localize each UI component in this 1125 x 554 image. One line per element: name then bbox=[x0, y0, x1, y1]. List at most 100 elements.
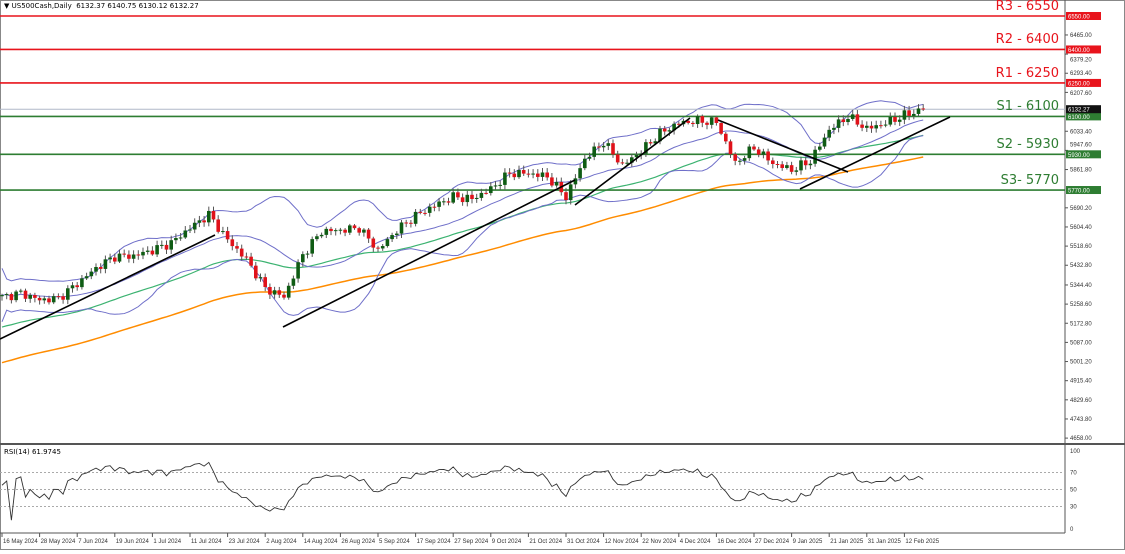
candle-bearish[interactable] bbox=[700, 116, 705, 123]
candle-bearish[interactable] bbox=[366, 229, 371, 239]
candle-bearish[interactable] bbox=[376, 247, 380, 249]
candle-bullish[interactable] bbox=[183, 230, 188, 238]
candle-bearish[interactable] bbox=[752, 146, 756, 150]
candle-bullish[interactable] bbox=[66, 288, 70, 300]
candle-bullish[interactable] bbox=[301, 254, 305, 263]
candle-bullish[interactable] bbox=[310, 239, 314, 254]
candle-bullish[interactable] bbox=[94, 266, 98, 272]
candle-bearish[interactable] bbox=[484, 192, 488, 194]
candle-bullish[interactable] bbox=[333, 230, 338, 232]
candle-bearish[interactable] bbox=[230, 239, 235, 247]
candle-bearish[interactable] bbox=[23, 290, 28, 299]
candle-bearish[interactable] bbox=[136, 254, 141, 256]
candle-bullish[interactable] bbox=[785, 165, 789, 168]
candle-bearish[interactable] bbox=[432, 206, 437, 208]
candle-bullish[interactable] bbox=[630, 157, 634, 163]
candle-bullish[interactable] bbox=[319, 234, 324, 237]
candle-bullish[interactable] bbox=[601, 145, 606, 148]
candle-bearish[interactable] bbox=[418, 211, 423, 213]
candle-bullish[interactable] bbox=[489, 186, 493, 194]
candle-bullish[interactable] bbox=[874, 125, 878, 129]
candle-bullish[interactable] bbox=[625, 162, 629, 164]
candle-bearish[interactable] bbox=[611, 143, 615, 155]
candle-bullish[interactable] bbox=[19, 290, 23, 292]
candle-bearish[interactable] bbox=[98, 266, 103, 269]
candle-bullish[interactable] bbox=[883, 124, 888, 126]
candle-bearish[interactable] bbox=[357, 228, 361, 233]
candle-bullish[interactable] bbox=[451, 192, 455, 203]
candle-bearish[interactable] bbox=[225, 231, 230, 240]
candle-bearish[interactable] bbox=[521, 170, 526, 174]
candle-bearish[interactable] bbox=[352, 225, 357, 229]
candle-bearish[interactable] bbox=[691, 122, 695, 125]
candle-bullish[interactable] bbox=[912, 113, 916, 116]
candle-bearish[interactable] bbox=[150, 250, 155, 255]
candle-bearish[interactable] bbox=[460, 197, 465, 203]
candle-bearish[interactable] bbox=[244, 256, 249, 258]
candle-bearish[interactable] bbox=[164, 244, 169, 250]
candle-bullish[interactable] bbox=[827, 129, 831, 138]
candle-bullish[interactable] bbox=[517, 170, 521, 178]
candle-bearish[interactable] bbox=[56, 296, 61, 298]
candle-bullish[interactable] bbox=[395, 233, 399, 236]
candle-bearish[interactable] bbox=[550, 177, 554, 186]
candle-bullish[interactable] bbox=[117, 253, 122, 262]
candle-bearish[interactable] bbox=[733, 154, 737, 161]
candle-bearish[interactable] bbox=[122, 253, 126, 255]
candle-bullish[interactable] bbox=[794, 170, 799, 172]
candle-bearish[interactable] bbox=[714, 117, 719, 123]
candle-bearish[interactable] bbox=[893, 116, 897, 122]
candle-bullish[interactable] bbox=[474, 197, 479, 199]
candle-bearish[interactable] bbox=[263, 277, 267, 288]
candle-bullish[interactable] bbox=[348, 225, 352, 233]
candle-bullish[interactable] bbox=[80, 278, 84, 288]
candle-bullish[interactable] bbox=[836, 119, 841, 128]
candle-bearish[interactable] bbox=[202, 220, 206, 223]
candle-bullish[interactable] bbox=[315, 236, 319, 240]
candle-bearish[interactable] bbox=[705, 122, 709, 125]
candle-bullish[interactable] bbox=[583, 158, 587, 169]
candle-bullish[interactable] bbox=[103, 259, 108, 269]
candle-bullish[interactable] bbox=[578, 168, 582, 179]
candle-bearish[interactable] bbox=[507, 172, 512, 174]
candle-bearish[interactable] bbox=[404, 222, 408, 224]
candle-bearish[interactable] bbox=[9, 294, 14, 301]
candle-bearish[interactable] bbox=[803, 160, 808, 166]
trendline[interactable] bbox=[0, 234, 216, 340]
candle-bullish[interactable] bbox=[221, 231, 225, 233]
candle-bearish[interactable] bbox=[719, 122, 723, 134]
candle-bullish[interactable] bbox=[89, 271, 94, 277]
candle-bullish[interactable] bbox=[437, 201, 441, 207]
candle-bearish[interactable] bbox=[879, 125, 883, 127]
candle-bullish[interactable] bbox=[897, 119, 902, 122]
candle-bullish[interactable] bbox=[51, 296, 56, 303]
candle-bullish[interactable] bbox=[70, 285, 75, 289]
candle-bullish[interactable] bbox=[799, 160, 803, 171]
candle-bearish[interactable] bbox=[254, 265, 258, 279]
candle-bearish[interactable] bbox=[728, 141, 733, 155]
candle-bullish[interactable] bbox=[850, 114, 855, 119]
candle-bullish[interactable] bbox=[207, 210, 211, 223]
candle-bullish[interactable] bbox=[498, 184, 502, 186]
candle-bullish[interactable] bbox=[108, 257, 112, 260]
candle-bullish[interactable] bbox=[390, 235, 394, 240]
candle-bearish[interactable] bbox=[775, 163, 780, 165]
candle-bullish[interactable] bbox=[902, 110, 907, 120]
candle-bullish[interactable] bbox=[667, 130, 672, 132]
trendline[interactable] bbox=[717, 119, 849, 173]
candle-bullish[interactable] bbox=[145, 250, 150, 252]
candle-bearish[interactable] bbox=[113, 257, 117, 262]
trendline[interactable] bbox=[282, 179, 576, 328]
candle-bullish[interactable] bbox=[188, 229, 192, 231]
candle-bearish[interactable] bbox=[855, 114, 860, 125]
candle-bearish[interactable] bbox=[47, 298, 51, 303]
candle-bullish[interactable] bbox=[296, 262, 300, 279]
candle-bearish[interactable] bbox=[724, 133, 728, 142]
candle-bullish[interactable] bbox=[540, 172, 545, 177]
candle-bullish[interactable] bbox=[573, 178, 578, 185]
candle-bullish[interactable] bbox=[695, 116, 700, 125]
candle-bearish[interactable] bbox=[512, 173, 517, 178]
candle-bearish[interactable] bbox=[446, 201, 451, 203]
candle-bearish[interactable] bbox=[869, 125, 874, 129]
candle-bullish[interactable] bbox=[380, 246, 385, 249]
